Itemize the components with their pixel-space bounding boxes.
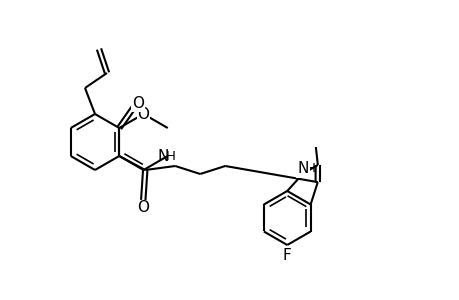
Text: O: O xyxy=(132,96,144,111)
Text: H: H xyxy=(305,162,315,175)
Text: N: N xyxy=(157,148,168,164)
Text: N: N xyxy=(297,161,308,176)
Text: O: O xyxy=(137,200,149,215)
Text: F: F xyxy=(282,248,291,262)
Text: O: O xyxy=(137,106,149,122)
Text: H: H xyxy=(165,149,175,163)
